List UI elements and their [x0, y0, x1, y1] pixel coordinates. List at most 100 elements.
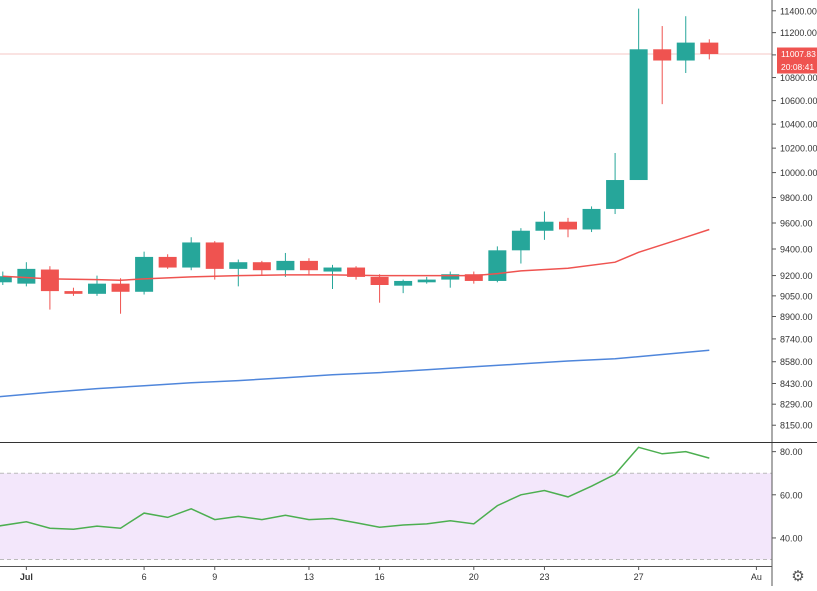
price-tick-label: 10200.00	[780, 144, 817, 154]
rsi-line	[0, 446, 710, 531]
candle[interactable]	[229, 259, 248, 287]
rsi-indicator	[0, 446, 710, 531]
last-price-value: 11007.83	[781, 49, 816, 59]
candle-body	[276, 260, 295, 271]
time-tick-label: 6	[142, 572, 147, 582]
candle[interactable]	[17, 262, 36, 287]
candle-body	[582, 208, 601, 230]
candle-body	[17, 268, 36, 284]
candle[interactable]	[252, 260, 271, 276]
candle[interactable]	[582, 206, 601, 233]
candle-body	[676, 42, 695, 61]
candle[interactable]	[511, 228, 530, 264]
time-tick-label: 27	[634, 572, 644, 582]
candle[interactable]	[370, 274, 389, 303]
candle-body	[182, 242, 201, 268]
candle-body	[40, 269, 59, 292]
candle-body	[229, 262, 248, 269]
candle-body	[0, 276, 12, 283]
candle-body	[417, 279, 436, 283]
candle-body	[441, 274, 460, 280]
candle[interactable]	[0, 271, 12, 285]
candle-body	[629, 49, 648, 181]
time-axis[interactable]: Jul 6 9 13 16 20 23 27 Au	[20, 566, 762, 582]
price-tick-label: 10600.00	[780, 96, 817, 106]
rsi-tick-label: 60.00	[780, 490, 803, 500]
ma-fast-line	[2, 228, 710, 282]
candle[interactable]	[205, 241, 224, 280]
price-tick-label: 8290.00	[780, 400, 813, 410]
candle[interactable]	[417, 276, 436, 284]
moving-averages	[0, 228, 710, 398]
candle[interactable]	[299, 258, 318, 276]
candle-body	[111, 283, 130, 292]
candle-body	[158, 256, 177, 268]
rsi-band-fill	[0, 473, 772, 560]
candle-body	[205, 242, 224, 269]
candle-body	[323, 267, 342, 272]
candle-countdown: 20:08:41	[781, 62, 814, 72]
candle[interactable]	[653, 26, 672, 105]
candle-body	[559, 221, 577, 230]
gear-icon[interactable]: ⚙	[791, 568, 805, 585]
candle[interactable]	[535, 211, 554, 240]
time-tick-label: 9	[212, 572, 217, 582]
price-tick-label: 10000.00	[780, 168, 817, 178]
price-tick-label: 8740.00	[780, 334, 813, 344]
candle-body	[347, 267, 366, 277]
candle-body	[653, 49, 672, 61]
candle[interactable]	[40, 266, 59, 310]
candle-body	[370, 276, 389, 285]
candle[interactable]	[676, 16, 695, 73]
price-tick-label: 9800.00	[780, 193, 813, 203]
candle[interactable]	[488, 246, 507, 283]
time-tick-label: 13	[304, 572, 314, 582]
candles[interactable]	[0, 8, 719, 314]
time-tick-label: Au	[751, 572, 762, 582]
candle[interactable]	[606, 152, 625, 215]
candle[interactable]	[276, 252, 295, 277]
price-tick-label: 9200.00	[780, 271, 813, 281]
candle[interactable]	[629, 8, 648, 181]
price-tick-label: 10400.00	[780, 120, 817, 130]
candle[interactable]	[559, 217, 577, 238]
rsi-tick-label: 40.00	[780, 533, 803, 543]
rsi-band	[0, 472, 772, 561]
rsi-tick-label: 80.00	[780, 447, 803, 457]
price-tick-label: 11200.00	[780, 28, 817, 38]
candle-body	[252, 262, 271, 271]
candle[interactable]	[111, 278, 130, 314]
candle-body	[535, 221, 554, 231]
candle[interactable]	[441, 271, 460, 288]
candle[interactable]	[182, 237, 201, 271]
ma-slow-line	[0, 349, 710, 398]
candle-body	[511, 230, 530, 251]
candle[interactable]	[323, 264, 342, 290]
candle[interactable]	[464, 271, 483, 284]
candle-body	[64, 291, 83, 294]
candle[interactable]	[394, 279, 413, 294]
price-tick-label: 9050.00	[780, 291, 813, 301]
candle[interactable]	[64, 287, 83, 296]
candle[interactable]	[347, 266, 366, 280]
candle-body	[299, 260, 318, 271]
price-tick-label: 8900.00	[780, 312, 813, 322]
rsi-axis[interactable]: 40.00 60.00 80.00	[772, 447, 803, 543]
time-tick-label: 23	[539, 572, 549, 582]
candle-body	[464, 274, 483, 281]
candle-body	[135, 256, 154, 292]
price-tick-label: 8580.00	[780, 357, 813, 367]
candle[interactable]	[158, 254, 177, 269]
time-tick-label: 16	[375, 572, 385, 582]
price-tick-label: 9400.00	[780, 245, 813, 255]
price-tick-label: 11400.00	[780, 6, 817, 16]
candle[interactable]	[135, 251, 154, 295]
last-price-label: 11007.83 20:08:41	[777, 47, 817, 74]
time-tick-label: Jul	[20, 572, 33, 582]
candle[interactable]	[700, 39, 719, 60]
price-tick-label: 9600.00	[780, 219, 813, 229]
price-tick-label: 8430.00	[780, 379, 813, 389]
candle-body	[488, 250, 507, 281]
